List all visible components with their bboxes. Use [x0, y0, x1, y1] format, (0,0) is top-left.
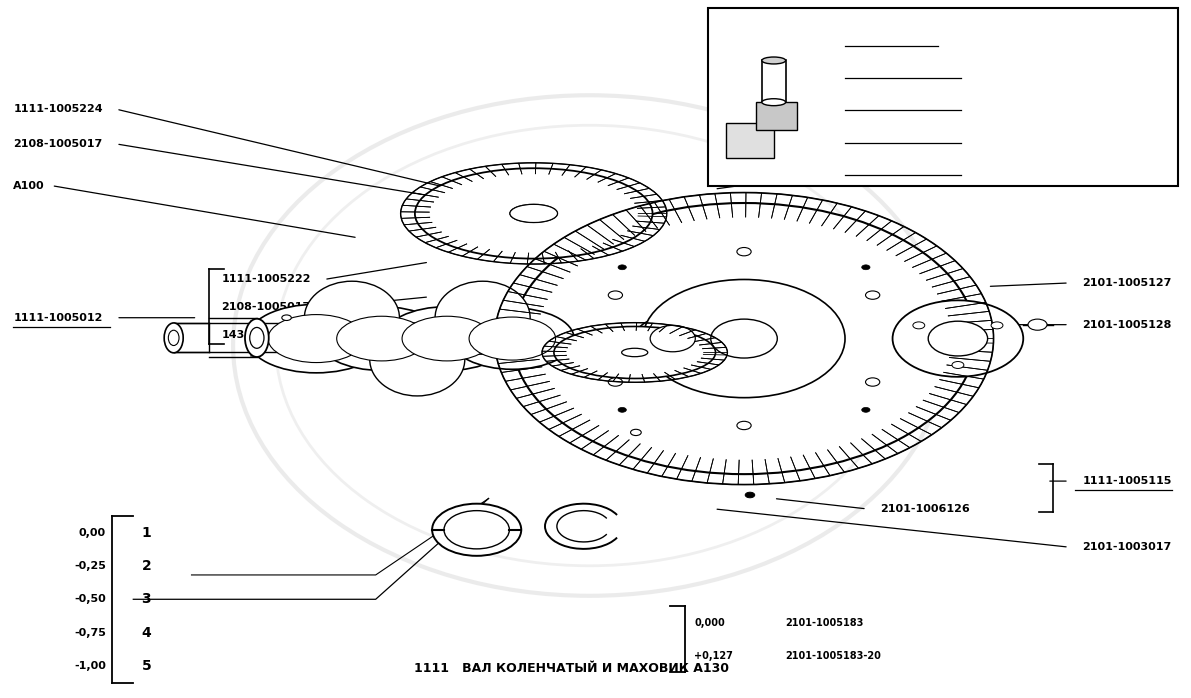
- Ellipse shape: [991, 322, 1003, 329]
- Ellipse shape: [305, 281, 399, 354]
- Ellipse shape: [435, 281, 530, 354]
- Ellipse shape: [444, 511, 510, 549]
- Ellipse shape: [403, 316, 492, 361]
- Ellipse shape: [928, 321, 987, 356]
- Text: 2: 2: [142, 559, 151, 573]
- Ellipse shape: [866, 291, 880, 299]
- Ellipse shape: [737, 422, 752, 430]
- Ellipse shape: [1028, 319, 1047, 330]
- Text: -1,00: -1,00: [74, 661, 106, 671]
- Text: 2108-1006021: 2108-1006021: [1083, 97, 1172, 107]
- Ellipse shape: [643, 279, 846, 398]
- Text: -: -: [1068, 64, 1073, 73]
- Ellipse shape: [862, 408, 869, 413]
- Ellipse shape: [432, 504, 522, 556]
- Text: 3: 3: [1106, 94, 1116, 107]
- Text: -: -: [1068, 31, 1073, 41]
- Ellipse shape: [168, 330, 179, 346]
- Ellipse shape: [762, 57, 786, 64]
- Ellipse shape: [630, 429, 641, 436]
- Text: 1111   ВАЛ КОЛЕНЧАТЫЙ И МАХОВИК А130: 1111 ВАЛ КОЛЕНЧАТЫЙ И МАХОВИК А130: [414, 662, 729, 675]
- Text: -: -: [1068, 128, 1073, 138]
- Text: 2: 2: [1106, 61, 1116, 75]
- Ellipse shape: [609, 378, 623, 386]
- Ellipse shape: [510, 205, 557, 223]
- Text: -0,25: -0,25: [74, 561, 106, 571]
- Ellipse shape: [952, 362, 964, 369]
- Text: -: -: [1068, 160, 1073, 170]
- Text: +0,127: +0,127: [694, 651, 732, 661]
- Text: 3: 3: [142, 593, 151, 607]
- Ellipse shape: [634, 316, 711, 361]
- Text: 2101-1003017: 2101-1003017: [1083, 542, 1172, 552]
- Text: 1111-1005012: 1111-1005012: [13, 313, 102, 322]
- Ellipse shape: [245, 319, 269, 357]
- Text: 1: 1: [142, 526, 151, 540]
- Text: ВАЗ: ВАЗ: [605, 313, 693, 350]
- Ellipse shape: [737, 248, 752, 256]
- Ellipse shape: [762, 98, 786, 105]
- Ellipse shape: [337, 316, 426, 361]
- Text: 2101-1005183: 2101-1005183: [786, 618, 863, 628]
- Text: 0,000: 0,000: [694, 618, 725, 628]
- Text: 2101-1006126: 2101-1006126: [880, 504, 969, 514]
- Text: 1111-1005224: 1111-1005224: [13, 104, 102, 114]
- Text: 2101-1005127: 2101-1005127: [1083, 278, 1172, 288]
- Text: -: -: [1068, 96, 1073, 105]
- Text: 2101-1005128: 2101-1005128: [1083, 320, 1172, 329]
- Text: 5: 5: [142, 659, 151, 673]
- Ellipse shape: [510, 205, 557, 223]
- FancyBboxPatch shape: [709, 8, 1178, 186]
- Text: А100: А100: [13, 181, 45, 191]
- Text: 1: 1: [1106, 29, 1116, 43]
- Text: 1111-1005222: 1111-1005222: [222, 274, 311, 285]
- Ellipse shape: [248, 304, 385, 373]
- Text: 5: 5: [1106, 158, 1116, 172]
- Ellipse shape: [268, 315, 364, 362]
- FancyBboxPatch shape: [756, 102, 798, 130]
- Text: 14328201: 14328201: [222, 330, 283, 340]
- Text: 2108-1005017: 2108-1005017: [222, 302, 311, 312]
- Ellipse shape: [618, 408, 626, 413]
- Ellipse shape: [622, 348, 648, 357]
- Ellipse shape: [862, 265, 869, 269]
- Ellipse shape: [318, 306, 445, 371]
- Ellipse shape: [250, 327, 264, 348]
- FancyBboxPatch shape: [727, 123, 774, 158]
- Text: 1111-1000102-23: 1111-1000102-23: [846, 128, 954, 138]
- Text: 1111-1005115: 1111-1005115: [1083, 476, 1172, 486]
- Ellipse shape: [746, 492, 755, 498]
- Ellipse shape: [618, 265, 626, 269]
- Text: 2101-1005183-20: 2101-1005183-20: [786, 651, 881, 661]
- Text: 1111-1000102-24: 1111-1000102-24: [846, 160, 955, 170]
- Text: -0,75: -0,75: [74, 628, 106, 638]
- Text: 4: 4: [142, 625, 151, 639]
- Ellipse shape: [609, 291, 623, 299]
- Ellipse shape: [382, 306, 511, 371]
- Ellipse shape: [892, 300, 1023, 377]
- Text: 2101-1005127: 2101-1005127: [1083, 135, 1172, 145]
- Ellipse shape: [650, 325, 696, 352]
- Ellipse shape: [912, 322, 924, 329]
- Ellipse shape: [282, 315, 292, 320]
- Text: 1111-1000102: 1111-1000102: [846, 31, 935, 41]
- Ellipse shape: [711, 319, 778, 358]
- Ellipse shape: [414, 168, 653, 259]
- Text: 1111-1000102-22: 1111-1000102-22: [846, 96, 954, 105]
- Text: 2108-1005017: 2108-1005017: [13, 139, 102, 149]
- Ellipse shape: [450, 308, 574, 369]
- Text: -0,50: -0,50: [74, 594, 106, 604]
- Ellipse shape: [369, 323, 464, 396]
- Text: 4: 4: [1106, 126, 1116, 140]
- Ellipse shape: [512, 203, 975, 474]
- Ellipse shape: [469, 317, 555, 360]
- Text: 0,00: 0,00: [79, 528, 106, 537]
- Text: 1111-1000102-21: 1111-1000102-21: [846, 64, 954, 73]
- Ellipse shape: [164, 323, 183, 352]
- Ellipse shape: [554, 327, 716, 378]
- Ellipse shape: [866, 378, 880, 386]
